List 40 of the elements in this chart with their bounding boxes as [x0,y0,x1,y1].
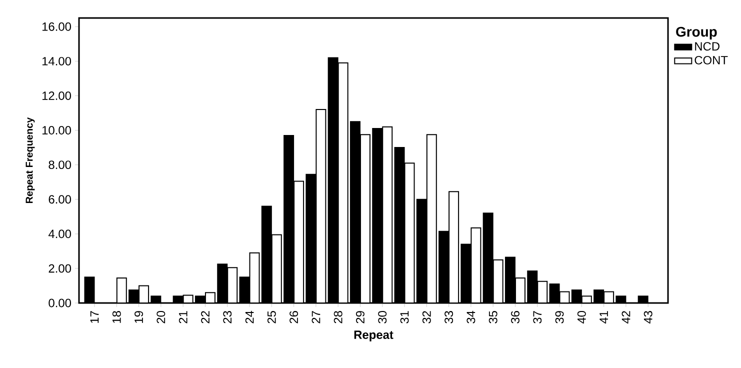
x-tick-label: 41 [600,311,608,324]
x-tick-label: 39 [555,311,564,324]
x-tick-label: 40 [577,310,586,324]
legend-label: NCD [695,42,720,51]
x-tick-label: 28 [334,311,342,324]
y-tick-label: 8.00 [48,160,72,170]
x-tick-label: 18 [112,311,121,323]
y-tick-label: 16.00 [42,22,72,31]
y-tick-label: 2.00 [48,264,72,273]
x-tick-label: 25 [267,311,276,324]
x-tick-label: 29 [356,311,364,324]
y-tick-label: 10.00 [42,126,72,134]
y-axis-title: Repeat Frequency [26,117,35,204]
x-tick-label: 31 [400,311,409,324]
y-tick-label: 0.00 [48,298,72,308]
y-tick-label: 4.00 [48,230,72,238]
x-tick-label: 30 [378,310,387,324]
y-tick-label: 14.00 [42,56,72,66]
x-tick-label: 24 [245,310,254,324]
x-tick-label: 22 [201,311,210,324]
x-tick-label: 32 [422,311,431,324]
x-tick-label: 43 [644,311,652,324]
x-tick-label: 35 [488,311,498,324]
x-axis-title: Repeat [354,330,394,342]
x-tick-label: 36 [510,311,520,324]
x-tick-label: 33 [444,311,454,324]
x-tick-label: 34 [466,310,476,324]
x-tick-label: 20 [156,310,166,324]
x-tick-label: 37 [533,311,542,324]
x-tick-label: 19 [134,311,144,323]
x-tick-label: 21 [178,311,188,324]
x-tick-label: 23 [223,311,232,324]
x-tick-label: 42 [622,311,630,324]
legend-label: CONT [694,56,728,64]
x-tick-label: 27 [312,311,320,324]
y-tick-label: 6.00 [48,195,72,204]
x-tick-label: 26 [290,311,298,324]
y-tick-label: 12.00 [42,91,72,100]
x-tick-label: 17 [90,311,99,323]
legend-title: Group [676,26,717,40]
